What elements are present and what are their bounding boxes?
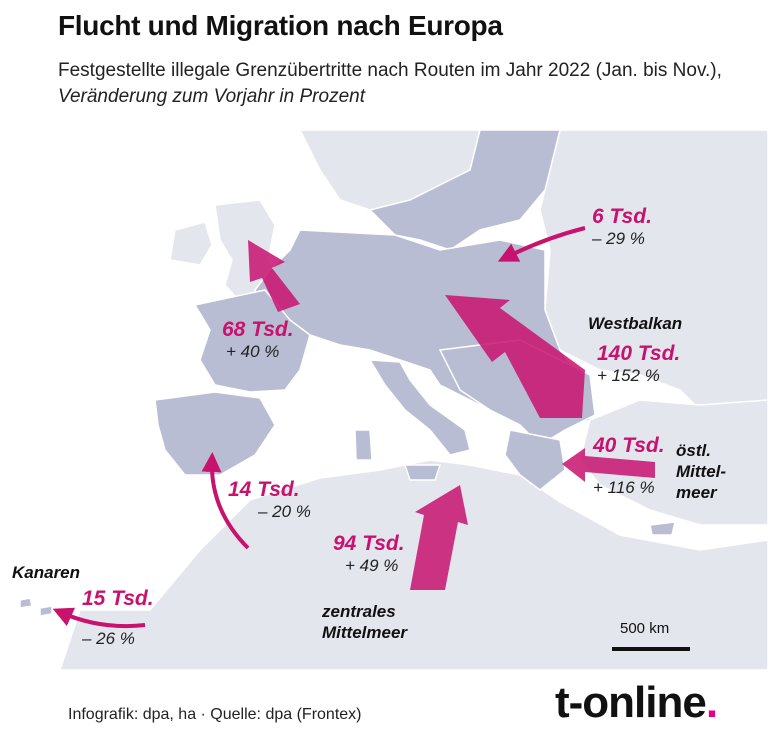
arrow-channel <box>248 240 300 312</box>
chart-subtitle: Festgestellte illegale Grenzübertritte n… <box>58 58 748 110</box>
route-ostl-mittelmeer-change: + 116 % <box>593 478 655 497</box>
brand-text: t-online <box>555 678 707 727</box>
chart-title: Flucht und Migration nach Europa <box>58 10 503 41</box>
ostl-line-2: Mittel- <box>676 462 727 481</box>
route-kanaren: 15 Tsd. – 26 % <box>82 587 154 649</box>
route-westbalkan-change: + 152 % <box>597 366 660 385</box>
route-kanaren-change: – 26 % <box>82 629 135 648</box>
ostl-line-1: östl. <box>676 441 711 460</box>
route-westbalkan-name: Westbalkan <box>588 314 683 333</box>
europe-map <box>0 130 768 670</box>
arrow-kanaren <box>52 607 146 629</box>
route-arrows <box>248 240 655 590</box>
route-channel-change: + 40 % <box>226 342 280 361</box>
route-ost: 6 Tsd. – 29 % <box>592 205 652 249</box>
brand-dot: . <box>705 678 718 727</box>
zentral-line-1: zentrales <box>322 602 396 621</box>
route-zentrales-mittelmeer-change: + 49 % <box>345 556 399 575</box>
route-westmittelmeer-value: 14 Tsd. <box>228 478 300 501</box>
route-westmittelmeer: 14 Tsd. – 20 % <box>228 478 311 522</box>
brand-logo: t-online. <box>555 678 718 728</box>
arrow-westbalkan <box>445 295 585 418</box>
route-ostl-mittelmeer: 40 Tsd. + 116 % <box>593 434 665 498</box>
route-ost-change: – 29 % <box>592 229 645 248</box>
ostl-line-3: meer <box>676 483 717 502</box>
route-channel: 68 Tsd. + 40 % <box>222 318 294 362</box>
route-westmittelmeer-change: – 20 % <box>258 502 311 521</box>
route-kanaren-value: 15 Tsd. <box>82 587 154 610</box>
route-zentrales-mittelmeer-name: zentrales Mittelmeer <box>322 601 407 643</box>
route-ostl-mittelmeer-name: östl. Mittel- meer <box>676 440 726 503</box>
arrow-ostl-mittelmeer <box>562 448 655 482</box>
route-westbalkan-value: 140 Tsd. <box>597 342 681 365</box>
arrow-westmittelmeer <box>201 452 250 550</box>
route-kanaren-name: Kanaren <box>12 563 81 582</box>
subtitle-italic: Veränderung zum Vorjahr in Prozent <box>58 86 365 107</box>
source-note: Infografik: dpa, ha · Quelle: dpa (Front… <box>68 706 362 723</box>
subtitle-text: Festgestellte illegale Grenzübertritte n… <box>58 60 722 81</box>
zentral-line-2: Mittelmeer <box>322 623 408 642</box>
route-westbalkan: 140 Tsd. + 152 % <box>597 342 680 386</box>
thin-arrows <box>52 226 586 629</box>
scale-label: 500 km <box>620 620 670 637</box>
route-channel-value: 68 Tsd. <box>222 318 294 341</box>
arrow-ost <box>497 226 586 262</box>
route-zentrales-mittelmeer: 94 Tsd. + 49 % <box>333 532 405 576</box>
route-zentrales-mittelmeer-value: 94 Tsd. <box>333 532 405 555</box>
route-ostl-mittelmeer-value: 40 Tsd. <box>593 434 665 457</box>
route-ost-value: 6 Tsd. <box>592 205 652 228</box>
eu-land <box>19 130 676 617</box>
arrow-zentrales-mittelmeer <box>410 485 468 590</box>
